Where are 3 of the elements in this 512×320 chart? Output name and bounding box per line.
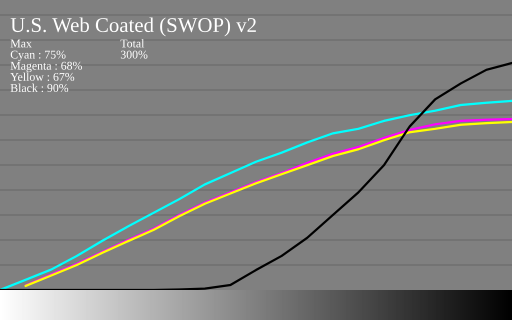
annotation: Max Cyan : 75% Magenta : 68% Yellow : 67% Black : 90%: [10, 40, 82, 92]
text: Total 300%: [120, 39, 148, 59]
chart-title: U.S. Web Coated (SWOP) v2: [10, 17, 256, 36]
